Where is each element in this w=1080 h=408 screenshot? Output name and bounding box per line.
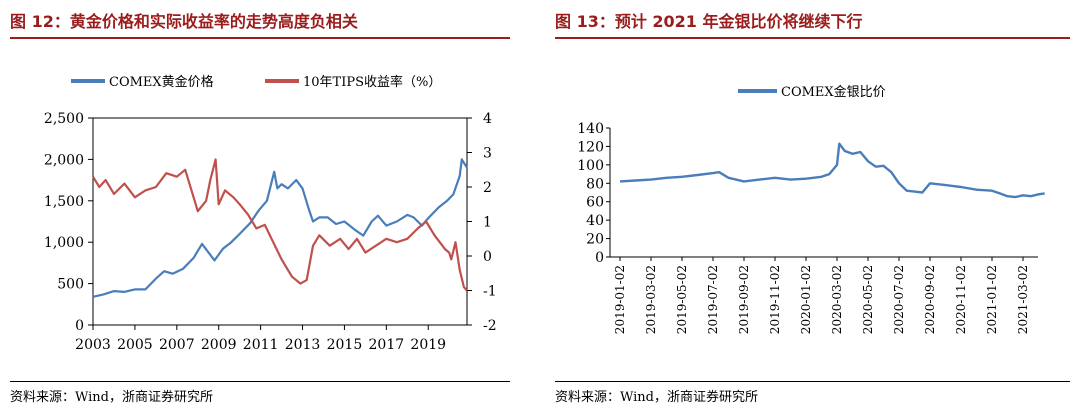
y-left-tick-label: 500 bbox=[57, 277, 84, 293]
x-tick-label: 2019-03-02 bbox=[644, 265, 658, 334]
left-panel: 图 12：黄金价格和实际收益率的走势高度负相关 COMEX黄金价格 10年TIP… bbox=[0, 0, 520, 408]
y-right-tick-label: -1 bbox=[483, 284, 497, 300]
y-right-tick-label: 2 bbox=[483, 180, 492, 196]
x-tick-label: 2020-09-02 bbox=[923, 265, 937, 334]
x-tick-label: 2020-03-02 bbox=[830, 265, 844, 334]
x-tick-label: 2019-09-02 bbox=[737, 265, 751, 334]
x-tick-label: 2015 bbox=[327, 337, 363, 353]
source-note-right: 资料来源：Wind，浙商证券研究所 bbox=[555, 390, 758, 405]
legend-label-ratio: COMEX金银比价 bbox=[781, 84, 886, 100]
gold-tips-chart: COMEX黄金价格 10年TIPS收益率（%） 2,500 2,000 1,500 1… bbox=[44, 74, 497, 353]
x-tick-label: 2020-01-02 bbox=[799, 265, 813, 334]
y-tick-label: 100 bbox=[577, 158, 604, 174]
x-tick-label: 2005 bbox=[117, 337, 153, 353]
x-tick-label: 2003 bbox=[75, 337, 111, 353]
x-tick-label: 2007 bbox=[159, 337, 195, 353]
x-tick-label: 2021-03-02 bbox=[1016, 265, 1030, 334]
y-left-tick-label: 1,000 bbox=[44, 235, 84, 251]
plot-frame-left bbox=[92, 117, 468, 326]
series-line-ratio bbox=[619, 142, 1045, 199]
y-left-tick-label: 1,500 bbox=[44, 194, 84, 210]
y-left-tick-label: 0 bbox=[75, 318, 84, 334]
y-right-tick-label: 3 bbox=[483, 146, 492, 162]
chart-title-right: 图 13：预计 2021 年金银比价将继续下行 bbox=[555, 12, 863, 31]
y-tick-label: 0 bbox=[595, 250, 604, 266]
source-rule-right bbox=[555, 381, 1070, 382]
series-line-tips bbox=[92, 158, 468, 292]
title-rule-left bbox=[10, 37, 510, 39]
legend-label-gold: COMEX黄金价格 bbox=[109, 74, 214, 90]
x-tick-label: 2020-11-02 bbox=[954, 265, 968, 334]
source-note-left: 资料来源：Wind，浙商证券研究所 bbox=[10, 390, 213, 405]
y-left-tick-label: 2,000 bbox=[44, 152, 84, 168]
gold-silver-ratio-chart: COMEX金银比价 140 120 100 80 60 40 20 0 2019-01-02 20… bbox=[577, 84, 1045, 334]
legend-label-tips: 10年TIPS收益率（%） bbox=[303, 74, 441, 90]
y-tick-label: 40 bbox=[586, 213, 604, 229]
y-right-tick-label: -2 bbox=[483, 318, 497, 334]
series-line-gold bbox=[92, 158, 468, 298]
x-tick-label: 2019-07-02 bbox=[706, 265, 720, 334]
y-tick-label: 140 bbox=[577, 121, 604, 137]
y-left-tick-label: 2,500 bbox=[44, 111, 84, 127]
title-rule-right bbox=[555, 37, 1070, 39]
x-tick-label: 2013 bbox=[285, 337, 321, 353]
y-tick-label: 20 bbox=[586, 232, 604, 248]
x-tick-label: 2020-05-02 bbox=[861, 265, 875, 334]
x-tick-label: 2011 bbox=[243, 337, 279, 353]
right-panel: 图 13：预计 2021 年金银比价将继续下行 COMEX金银比价 140 120… bbox=[555, 0, 1080, 408]
x-tick-label: 2020-07-02 bbox=[892, 265, 906, 334]
y-tick-label: 80 bbox=[586, 176, 604, 192]
y-tick-label: 60 bbox=[586, 195, 604, 211]
x-tick-label: 2021-01-02 bbox=[985, 265, 999, 334]
y-tick-label: 120 bbox=[577, 139, 604, 155]
x-tick-label: 2019-05-02 bbox=[675, 265, 689, 334]
x-tick-label: 2019 bbox=[410, 337, 446, 353]
y-right-tick-label: 1 bbox=[483, 215, 492, 231]
chart-title-left: 图 12：黄金价格和实际收益率的走势高度负相关 bbox=[10, 12, 358, 31]
y-right-tick-label: 0 bbox=[483, 249, 492, 265]
x-tick-label: 2017 bbox=[369, 337, 405, 353]
y-right-tick-label: 4 bbox=[483, 111, 492, 127]
source-rule-left bbox=[10, 381, 510, 382]
x-tick-label: 2009 bbox=[201, 337, 237, 353]
x-tick-label: 2019-11-02 bbox=[768, 265, 782, 334]
x-tick-label: 2019-01-02 bbox=[613, 265, 627, 334]
